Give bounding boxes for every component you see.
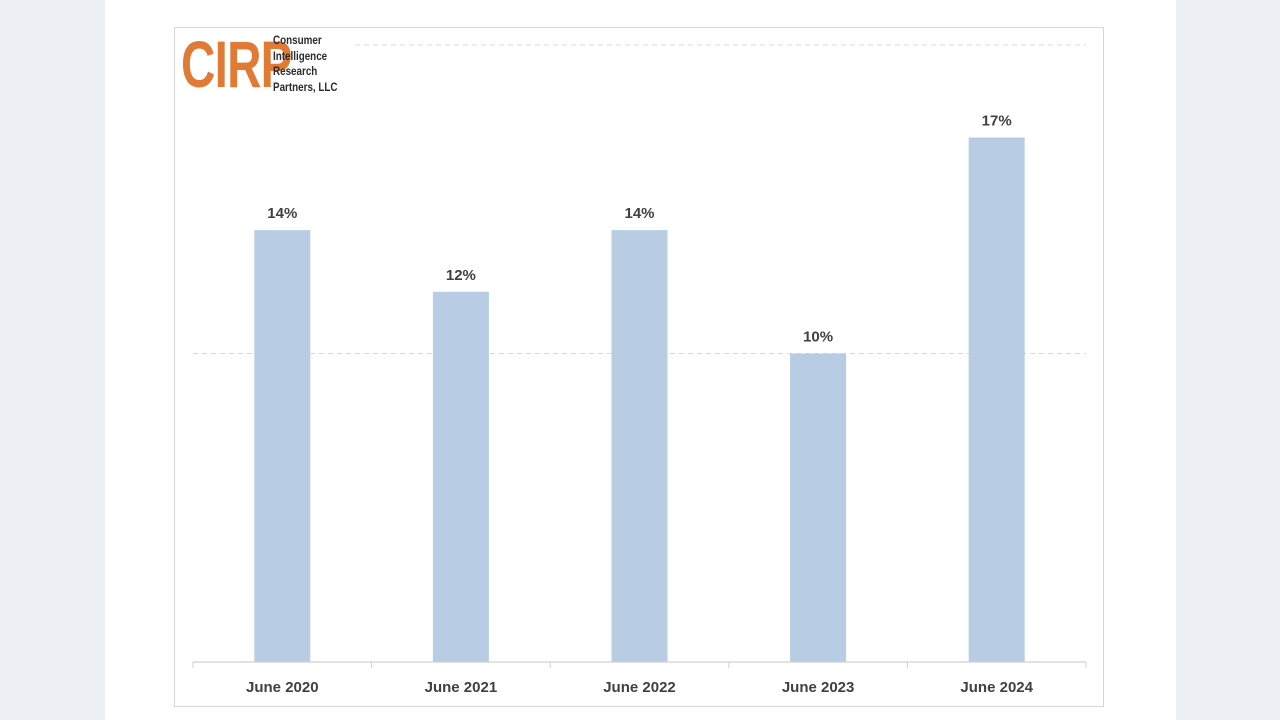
bar [432,291,489,662]
bar [611,230,668,662]
category-label: June 2021 [425,679,498,696]
logo-mark: CIRP [181,27,292,101]
cirp-logo: CIRP Consumer Intelligence Research Part… [181,27,356,101]
category-label: June 2024 [960,679,1033,696]
category-label: June 2022 [603,679,676,696]
value-labels: 14% 12% 14% 10% 17% [267,113,1011,346]
bars [254,137,1025,663]
category-label: June 2023 [782,679,855,696]
bar [790,353,847,662]
value-label: 10% [803,329,833,346]
gridlines [193,44,1086,354]
value-label: 14% [624,205,654,222]
logo-name-line: Consumer [273,33,322,47]
bar [254,230,311,662]
value-label: 14% [267,205,297,222]
logo-name-line: Partners, LLC [273,79,338,94]
logo-name: Consumer Intelligence Research Partners,… [273,33,338,95]
left-backdrop [0,0,105,720]
value-label: 12% [446,267,476,284]
logo-name-line: Intelligence [273,48,328,63]
category-labels: June 2020 June 2021 June 2022 June 2023 June… [246,679,1034,696]
x-axis [192,661,1087,668]
value-label: 17% [982,113,1012,130]
bar [968,137,1025,663]
right-backdrop [1176,0,1280,720]
category-label: June 2020 [246,679,319,696]
logo-name-line: Research [273,64,318,78]
